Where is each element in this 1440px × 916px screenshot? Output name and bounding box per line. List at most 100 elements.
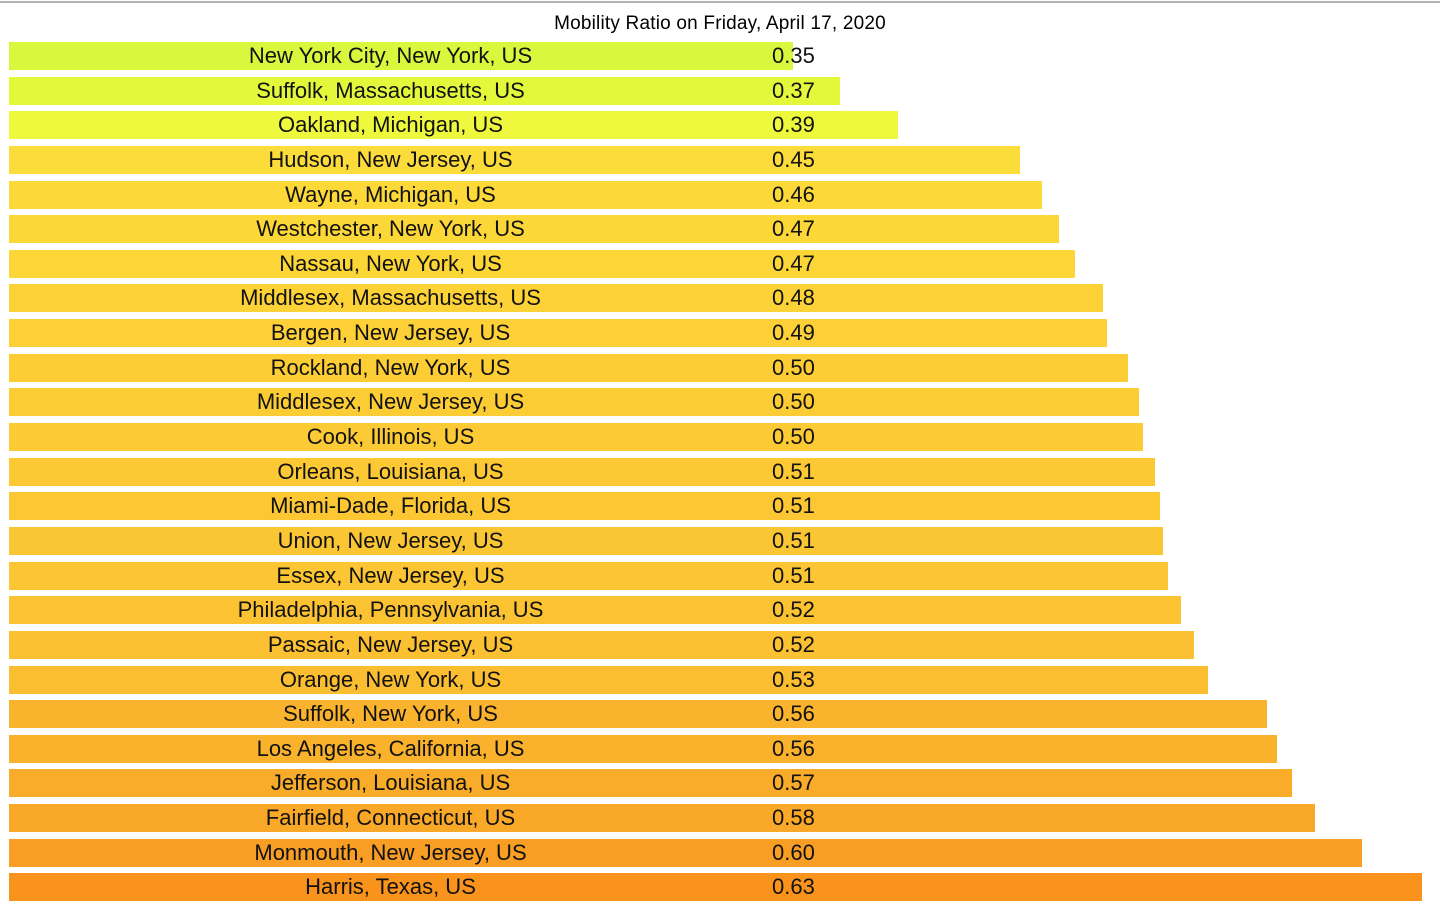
bar-value: 0.51 (772, 562, 815, 588)
bar-chart: New York City, New York, US 0.35 Suffolk… (0, 42, 1440, 908)
bar (9, 734, 1277, 763)
bar-row: Middlesex, Massachusetts, US 0.48 (0, 284, 1440, 313)
bar-value: 0.58 (772, 805, 815, 831)
bar-value: 0.51 (772, 493, 815, 519)
bar-label: Wayne, Michigan, US (285, 181, 496, 207)
bar (9, 561, 1168, 590)
bar-label: Jefferson, Louisiana, US (270, 770, 511, 796)
bar-label: Suffolk, New York, US (283, 701, 498, 727)
bar-label: Bergen, New Jersey, US (270, 320, 511, 346)
bar-row: New York City, New York, US 0.35 (0, 42, 1440, 70)
bar-row: Westchester, New York, US 0.47 (0, 215, 1440, 244)
top-border-line (0, 1, 1440, 3)
bar-label: Fairfield, Connecticut, US (265, 805, 516, 831)
bar-value: 0.56 (772, 701, 815, 727)
bar-label: Monmouth, New Jersey, US (254, 839, 527, 865)
bar-value: 0.63 (772, 874, 815, 900)
bar (9, 319, 1107, 348)
bar-value: 0.51 (772, 458, 815, 484)
bar-row: Suffolk, New York, US 0.56 (0, 700, 1440, 729)
bar (9, 180, 1042, 209)
bar-row: Wayne, Michigan, US 0.46 (0, 180, 1440, 209)
bar-row: Cook, Illinois, US 0.50 (0, 423, 1440, 452)
bar-row: Hudson, New Jersey, US 0.45 (0, 145, 1440, 174)
bar-label: Oakland, Michigan, US (278, 112, 503, 138)
bar (9, 492, 1160, 521)
bar-label: Rockland, New York, US (270, 354, 511, 380)
bar-row: Fairfield, Connecticut, US 0.58 (0, 804, 1440, 833)
bar-value: 0.48 (772, 285, 815, 311)
bar (9, 873, 1422, 902)
bar-value: 0.50 (772, 424, 815, 450)
bar-label: Union, New Jersey, US (277, 527, 504, 553)
bar-value: 0.47 (772, 250, 815, 276)
bar-label: Nassau, New York, US (279, 250, 502, 276)
bar-label: Orange, New York, US (279, 666, 502, 692)
bar-value: 0.39 (772, 112, 815, 138)
bar-row: Nassau, New York, US 0.47 (0, 249, 1440, 278)
chart-title: Mobility Ratio on Friday, April 17, 2020 (554, 13, 886, 34)
bar-label: Orleans, Louisiana, US (277, 458, 504, 484)
bar (9, 838, 1362, 867)
bar (9, 42, 793, 70)
bar-value: 0.57 (772, 770, 815, 796)
bar (9, 457, 1155, 486)
bar-label: Los Angeles, California, US (256, 735, 525, 761)
bar-value: 0.45 (772, 146, 815, 172)
bar-value: 0.60 (772, 839, 815, 865)
bar-label: Miami-Dade, Florida, US (270, 493, 511, 519)
bar (9, 526, 1163, 555)
bar-row: Union, New Jersey, US 0.51 (0, 526, 1440, 555)
bar-row: Harris, Texas, US 0.63 (0, 873, 1440, 902)
bar-row: Los Angeles, California, US 0.56 (0, 734, 1440, 763)
bar-value: 0.52 (772, 597, 815, 623)
bar-value: 0.56 (772, 735, 815, 761)
bar-value: 0.46 (772, 181, 815, 207)
bar-row: Jefferson, Louisiana, US 0.57 (0, 769, 1440, 798)
bar-row: Essex, New Jersey, US 0.51 (0, 561, 1440, 590)
bar (9, 769, 1292, 798)
bar-row: Suffolk, Massachusetts, US 0.37 (0, 76, 1440, 105)
bar-label: Middlesex, Massachusetts, US (240, 285, 541, 311)
bar-label: Passaic, New Jersey, US (267, 631, 514, 657)
bar (9, 249, 1075, 278)
bar (9, 700, 1267, 729)
bar-label: Essex, New Jersey, US (276, 562, 505, 588)
bar (9, 215, 1059, 244)
bar-row: Orange, New York, US 0.53 (0, 665, 1440, 694)
bar-row: Passaic, New Jersey, US 0.52 (0, 630, 1440, 659)
bar-row: Monmouth, New Jersey, US 0.60 (0, 838, 1440, 867)
bar-row: Rockland, New York, US 0.50 (0, 353, 1440, 382)
bar (9, 423, 1143, 452)
bar-label: Westchester, New York, US (256, 216, 525, 242)
bar-row: Philadelphia, Pennsylvania, US 0.52 (0, 596, 1440, 625)
bar-value: 0.35 (772, 43, 815, 68)
bar-value: 0.37 (772, 77, 815, 103)
bar-row: Bergen, New Jersey, US 0.49 (0, 319, 1440, 348)
bar-label: Cook, Illinois, US (306, 424, 475, 450)
bar-value: 0.50 (772, 389, 815, 415)
bar (9, 804, 1315, 833)
bar-row: Miami-Dade, Florida, US 0.51 (0, 492, 1440, 521)
bar-row: Middlesex, New Jersey, US 0.50 (0, 388, 1440, 417)
bar-label: Harris, Texas, US (305, 874, 476, 900)
bar-label: Hudson, New Jersey, US (268, 146, 513, 172)
bar-label: Philadelphia, Pennsylvania, US (237, 597, 544, 623)
bar (9, 388, 1139, 417)
bar-value: 0.51 (772, 527, 815, 553)
bar-label: Suffolk, Massachusetts, US (256, 77, 525, 103)
bar-value: 0.52 (772, 631, 815, 657)
bar-label: Middlesex, New Jersey, US (256, 389, 525, 415)
bar (9, 145, 1020, 174)
bar-value: 0.49 (772, 320, 815, 346)
bar (9, 353, 1128, 382)
bar (9, 596, 1181, 625)
bar (9, 284, 1103, 313)
bar (9, 665, 1208, 694)
bar-row: Oakland, Michigan, US 0.39 (0, 111, 1440, 140)
bar-label: New York City, New York, US (248, 43, 533, 68)
bar-value: 0.53 (772, 666, 815, 692)
bar-row: Orleans, Louisiana, US 0.51 (0, 457, 1440, 486)
bar-value: 0.47 (772, 216, 815, 242)
